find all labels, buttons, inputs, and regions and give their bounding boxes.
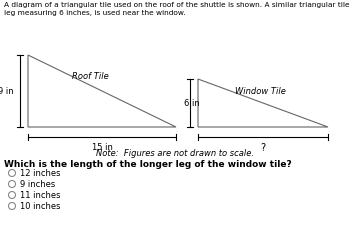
Text: Which is the length of the longer leg of the window tile?: Which is the length of the longer leg of…: [4, 159, 292, 168]
Text: 15 in: 15 in: [92, 142, 112, 151]
Text: A diagram of a triangular tile used on the roof of the shuttle is shown. A simil: A diagram of a triangular tile used on t…: [4, 2, 350, 8]
Text: Note:  Figures are not drawn to scale.: Note: Figures are not drawn to scale.: [96, 148, 254, 157]
Text: 12 inches: 12 inches: [20, 169, 61, 178]
Text: ?: ?: [260, 142, 266, 152]
Text: 11 inches: 11 inches: [20, 191, 61, 200]
Text: 9 in: 9 in: [0, 87, 14, 96]
Text: leg measuring 6 inches, is used near the window.: leg measuring 6 inches, is used near the…: [4, 10, 186, 16]
Text: Roof Tile: Roof Tile: [72, 71, 108, 80]
Text: 6 in: 6 in: [184, 99, 200, 108]
Text: 9 inches: 9 inches: [20, 180, 55, 189]
Text: Window Tile: Window Tile: [235, 87, 286, 96]
Text: 10 inches: 10 inches: [20, 202, 61, 211]
